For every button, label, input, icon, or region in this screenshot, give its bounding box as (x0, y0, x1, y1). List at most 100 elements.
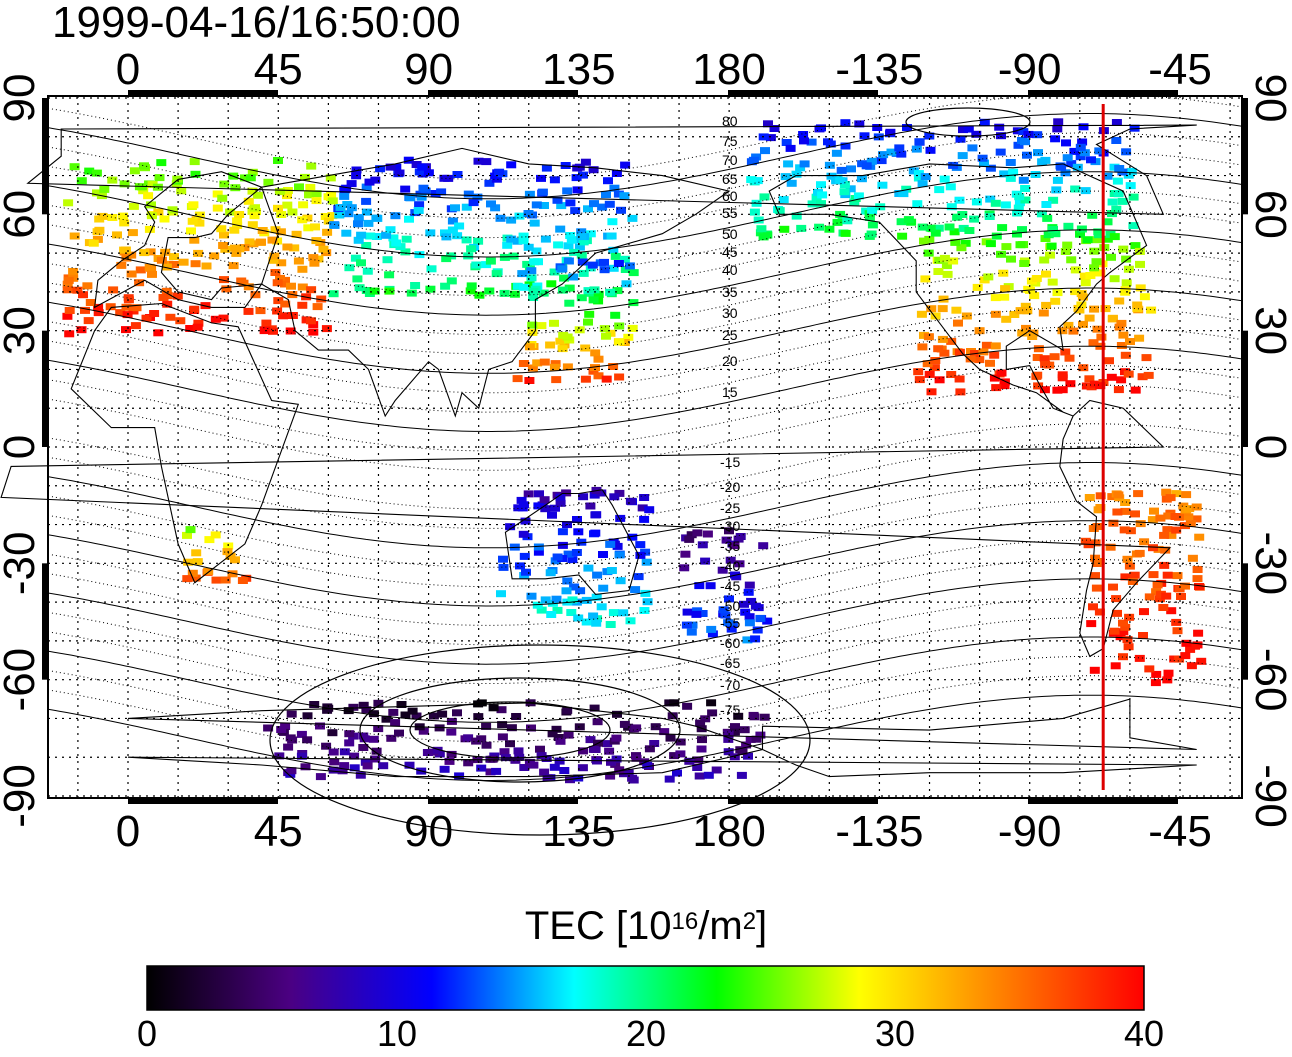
top-lon-tick-label: 135 (542, 45, 615, 94)
tec-pixel (306, 317, 316, 325)
tec-pixel (707, 630, 718, 638)
tec-pixel (846, 165, 856, 173)
tec-pixel (762, 617, 773, 625)
tec-pixel (614, 766, 625, 774)
tec-pixel (1089, 247, 1100, 255)
tec-pixel (204, 536, 215, 544)
tec-pixel (446, 728, 457, 736)
tec-pixel (578, 171, 588, 179)
contour-line (47, 365, 1243, 452)
tec-pixel (1052, 125, 1063, 133)
tec-pixel (390, 719, 401, 727)
tec-pixel (286, 282, 296, 290)
tec-pixel (589, 200, 599, 208)
tec-pixel (599, 258, 609, 266)
tec-pixel (247, 187, 258, 195)
tec-pixel (1191, 515, 1202, 523)
contour-line (47, 268, 1243, 355)
tec-pixel (619, 192, 630, 200)
tec-pixel (329, 221, 340, 229)
tec-pixel (540, 235, 551, 243)
tec-pixel (694, 772, 705, 780)
tec-pixel (620, 266, 631, 273)
tec-pixel (1041, 301, 1052, 309)
tec-pixel (580, 375, 591, 383)
tec-pixel (1052, 176, 1063, 184)
tec-pixel (1032, 371, 1043, 379)
tec-pixel (1183, 513, 1194, 521)
tec-pixel (1013, 204, 1024, 212)
tec-pixel (1109, 275, 1120, 283)
tec-pixel (139, 249, 150, 257)
tec-pixel (378, 762, 389, 770)
tec-pixel (490, 204, 501, 212)
colorbar-tick-20: 20 (625, 1013, 667, 1054)
tec-pixel (450, 204, 460, 212)
top-lon-tick-label: 0 (116, 45, 140, 94)
tec-pixel (1090, 572, 1100, 580)
tec-pixel (791, 212, 802, 220)
tec-pixel (437, 710, 448, 718)
tec-pixel (979, 159, 989, 167)
tec-pixel (971, 198, 982, 206)
tec-pixel (748, 711, 759, 719)
tec-pixel (1072, 163, 1083, 171)
tec-pixel (736, 771, 747, 779)
tec-pixel (944, 223, 955, 231)
tec-pixel (270, 269, 281, 276)
tec-pixel (642, 598, 653, 606)
tec-pixel (476, 735, 487, 743)
contour-ellipse (359, 677, 681, 783)
tec-pixel (534, 490, 544, 498)
tec-pixel (1106, 373, 1117, 381)
tec-pixel (545, 341, 556, 349)
tec-pixel (979, 118, 990, 126)
tec-pixel (697, 610, 708, 617)
tec-pixel (1155, 590, 1166, 598)
tec-pixel (1048, 226, 1058, 233)
tec-pixel (571, 549, 582, 556)
tec-pixel (960, 239, 971, 247)
tec-pixel (385, 226, 396, 234)
tec-pixel (263, 178, 274, 186)
tec-pixel (679, 564, 690, 572)
tec-pixel (547, 511, 557, 519)
tec-pixel (1111, 595, 1122, 603)
tec-pixel (569, 583, 580, 591)
contour-line (47, 617, 1243, 704)
tec-pixel (463, 190, 474, 198)
tec-pixel (220, 245, 231, 253)
tec-pixel (1052, 289, 1063, 297)
contour-label: -15 (720, 454, 740, 470)
tec-pixel (191, 549, 202, 557)
tec-pixel (718, 606, 729, 614)
tec-region-north-asia (328, 156, 639, 299)
tec-pixel (309, 701, 320, 708)
contour-line (47, 694, 1243, 781)
tec-pixel (807, 200, 818, 208)
tec-pixel (697, 736, 707, 744)
tec-pixel (356, 231, 367, 239)
tec-pixel (311, 190, 322, 198)
tec-pixel (955, 135, 966, 143)
tec-pixel (373, 725, 384, 733)
tec-pixel (963, 125, 974, 133)
contour-line (47, 345, 1243, 432)
tec-pixel (1092, 236, 1103, 244)
tec-pixel (1178, 502, 1189, 510)
tec-pixel (439, 765, 450, 773)
tec-pixel (567, 556, 578, 564)
tec-pixel (831, 149, 842, 157)
tec-pixel (605, 288, 616, 296)
tec-pixel (463, 759, 474, 767)
tec-pixel (255, 307, 266, 315)
tec-pixel (711, 766, 722, 774)
bottom-lon-tick-label: -90 (998, 807, 1062, 856)
tec-pixel (1092, 523, 1103, 530)
top-lon-tick-label: 45 (254, 45, 303, 94)
tec-pixel (946, 371, 957, 378)
tec-pixel (361, 242, 372, 249)
tec-pixel (985, 195, 996, 203)
tec-pixel (576, 228, 587, 236)
tec-pixel (339, 748, 350, 756)
